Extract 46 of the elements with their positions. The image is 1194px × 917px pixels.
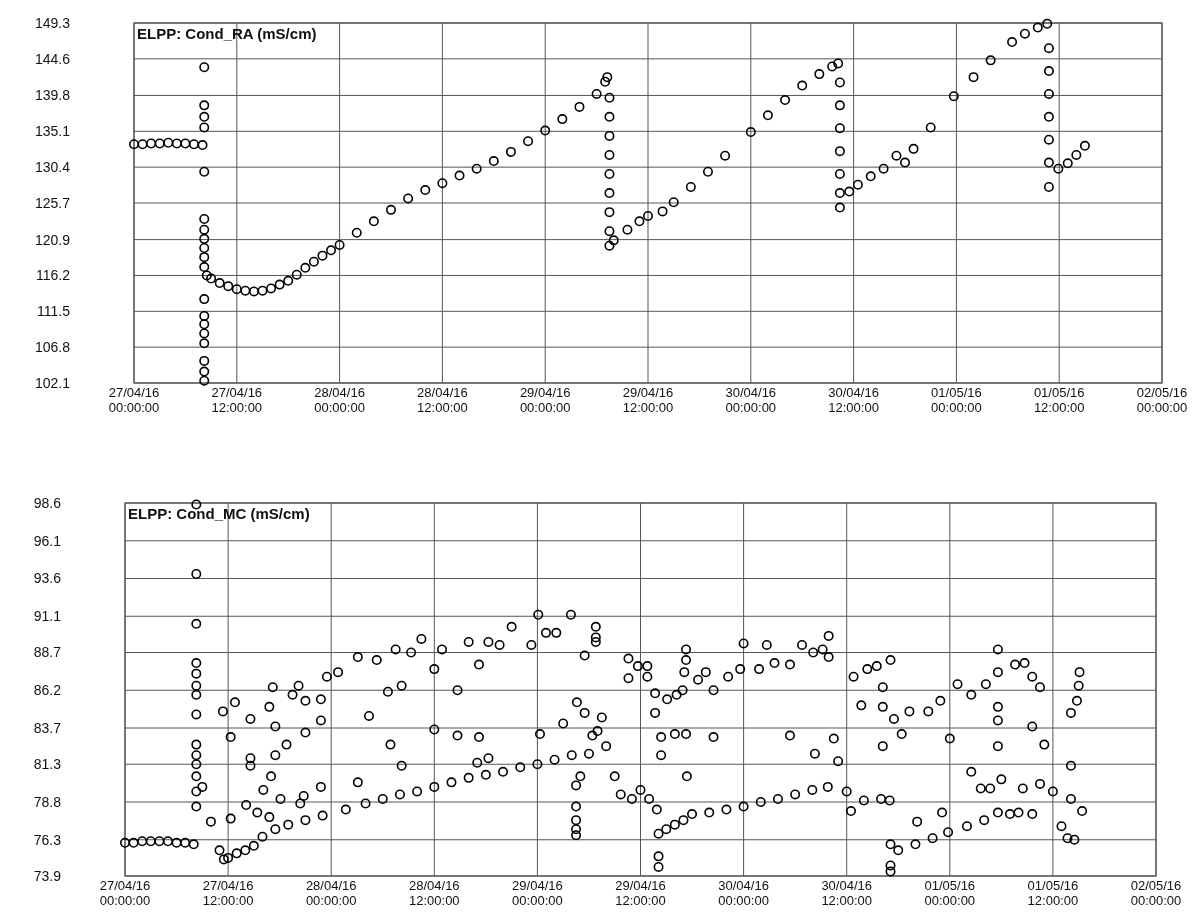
y-tick-label: 130.4 [34, 159, 71, 176]
y-tick-label: 73.9 [33, 867, 62, 884]
x-tick-label: 30/04/16 00:00:00 [718, 878, 769, 908]
y-tick-label: 106.8 [34, 339, 71, 356]
y-tick-label: 78.8 [33, 793, 62, 810]
x-tick-label: 29/04/16 00:00:00 [512, 878, 563, 908]
y-tick-label: 76.3 [33, 831, 62, 848]
y-tick-label: 144.6 [34, 50, 71, 67]
y-tick-label: 111.5 [37, 303, 71, 320]
x-tick-label: 28/04/16 12:00:00 [417, 385, 468, 415]
x-tick-label: 27/04/16 12:00:00 [202, 878, 254, 908]
y-tick-label: 86.2 [33, 682, 62, 699]
x-tick-label: 02/05/16 00:00:00 [1130, 878, 1182, 908]
y-tick-label: 125.7 [34, 194, 71, 211]
x-tick-label: 27/04/16 12:00:00 [211, 385, 263, 415]
y-tick-label: 120.9 [34, 231, 71, 248]
y-tick-label: 93.6 [33, 570, 62, 587]
y-tick-label: 88.7 [33, 644, 62, 661]
chart-title: ELPP: Cond_RA (mS/cm) [137, 25, 317, 42]
y-tick-label: 96.1 [33, 532, 62, 549]
x-tick-label: 30/04/16 00:00:00 [725, 385, 777, 415]
y-tick-label: 91.1 [33, 608, 62, 625]
x-tick-label: 30/04/16 12:00:00 [821, 878, 872, 908]
x-tick-label: 01/05/16 00:00:00 [924, 878, 976, 908]
x-tick-label: 28/04/16 12:00:00 [409, 878, 460, 908]
x-tick-label: 28/04/16 00:00:00 [305, 878, 357, 908]
x-tick-label: 29/04/16 12:00:00 [622, 385, 674, 415]
x-tick-label: 29/04/16 00:00:00 [519, 385, 571, 415]
y-tick-label: 102.1 [34, 374, 71, 391]
y-tick-label: 149.3 [34, 14, 71, 31]
x-tick-label: 30/04/16 12:00:00 [828, 385, 879, 415]
y-tick-label: 83.7 [33, 719, 62, 736]
y-tick-label: 135.1 [34, 123, 71, 140]
x-tick-label: 01/05/16 12:00:00 [1027, 878, 1079, 908]
x-tick-label: 29/04/16 12:00:00 [615, 878, 666, 908]
x-tick-label: 01/05/16 00:00:00 [931, 385, 982, 415]
y-tick-label: 139.8 [34, 87, 71, 104]
x-tick-label: 01/05/16 12:00:00 [1033, 385, 1085, 415]
x-tick-label: 27/04/16 00:00:00 [108, 385, 160, 415]
x-tick-label: 27/04/16 00:00:00 [99, 878, 151, 908]
chart-title: ELPP: Cond_MC (mS/cm) [128, 505, 310, 522]
x-tick-label: 28/04/16 00:00:00 [314, 385, 365, 415]
y-tick-label: 98.6 [33, 494, 62, 511]
y-tick-label: 116.2 [36, 267, 71, 284]
y-tick-label: 81.3 [33, 756, 62, 773]
x-tick-label: 02/05/16 00:00:00 [1136, 385, 1188, 415]
